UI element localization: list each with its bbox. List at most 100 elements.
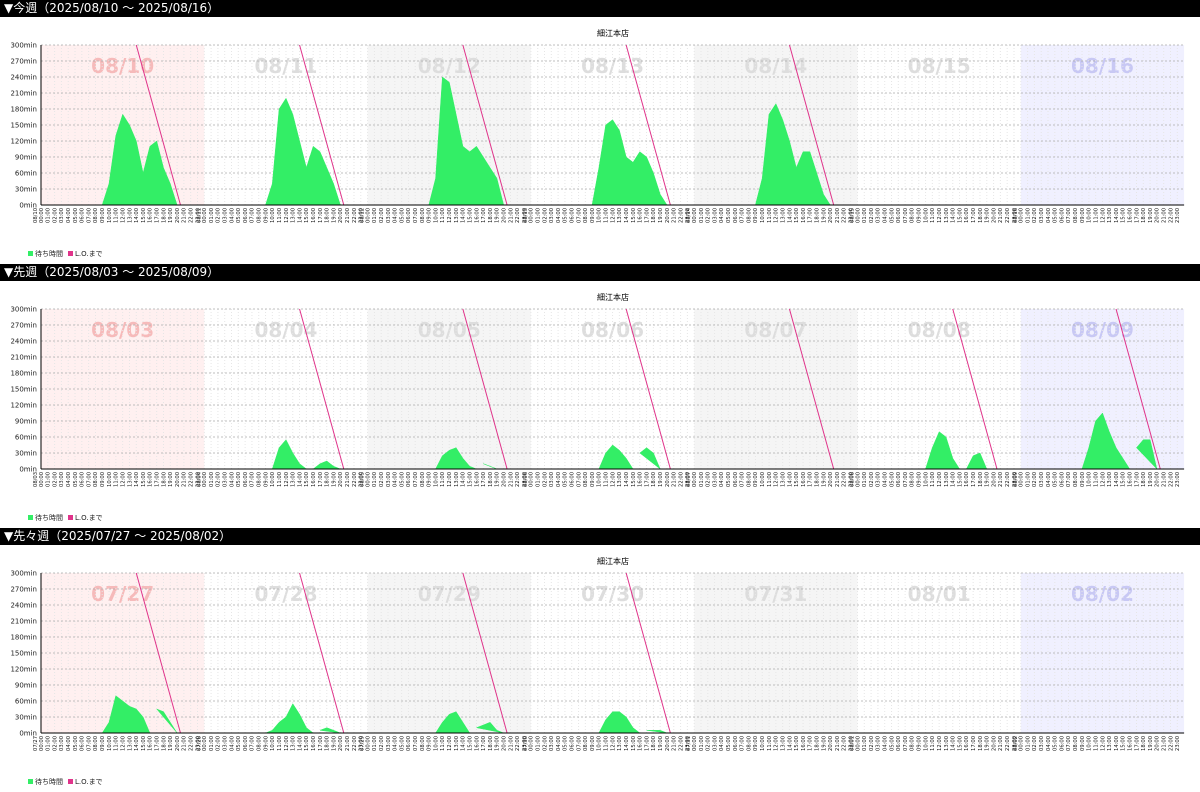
x-tick-label: 12:00 xyxy=(284,208,290,223)
x-tick-label: 19:00 xyxy=(985,208,991,223)
x-tick-label: 20:00 xyxy=(175,472,181,487)
x-tick-label: 16:00 xyxy=(1128,736,1134,751)
x-tick-label: 23:00 xyxy=(685,472,691,487)
x-tick-label: 22:00 xyxy=(1168,472,1174,487)
x-tick-label: 12:00 xyxy=(447,472,453,487)
x-tick-label: 06:00 xyxy=(733,208,739,223)
x-tick-label: 03:00 xyxy=(1039,472,1045,487)
x-tick-label: 05:00 xyxy=(399,208,405,223)
x-tick-label: 14:00 xyxy=(787,472,793,487)
x-tick-label: 13:00 xyxy=(127,736,133,751)
x-tick-label: 11:00 xyxy=(114,472,120,487)
x-tick-label: 00:00 xyxy=(529,208,535,223)
x-tick-label: 04:00 xyxy=(719,208,725,223)
x-tick-label: 04:00 xyxy=(1046,472,1052,487)
x-tick-label: 17:00 xyxy=(318,736,324,751)
y-tick-label: 240min xyxy=(10,74,37,82)
x-tick-label: 18:00 xyxy=(325,208,331,223)
x-tick-label: 23:00 xyxy=(1012,472,1018,487)
x-tick-label: 05:00 xyxy=(73,208,79,223)
x-tick-label: 06:00 xyxy=(80,472,86,487)
x-tick-label: 21:00 xyxy=(182,472,188,487)
x-tick-label: 00:00 xyxy=(202,208,208,223)
x-tick-label: 21:00 xyxy=(835,736,841,751)
x-tick-label: 02:00 xyxy=(52,472,58,487)
x-tick-label: 13:00 xyxy=(617,208,623,223)
y-tick-label: 90min xyxy=(15,418,37,426)
x-tick-label: 18:00 xyxy=(488,736,494,751)
x-tick-label: 16:00 xyxy=(148,736,154,751)
x-tick-label: 02:00 xyxy=(52,736,58,751)
lo-line xyxy=(462,572,508,734)
wait-time-area xyxy=(965,452,988,470)
x-tick-label: 10:00 xyxy=(107,736,113,751)
x-tick-label: 15:00 xyxy=(631,472,637,487)
x-tick-label: 12:00 xyxy=(121,208,127,223)
wait-time-area xyxy=(156,708,178,734)
x-date-label: 08/06 xyxy=(523,472,529,487)
x-tick-label: 09:00 xyxy=(753,208,759,223)
wait-time-area xyxy=(483,463,497,470)
x-tick-label: 20:00 xyxy=(1155,208,1161,223)
x-tick-label: 18:00 xyxy=(488,208,494,223)
y-tick-label: 210min xyxy=(10,618,37,626)
x-tick-label: 00:00 xyxy=(365,472,371,487)
x-tick-label: 15:00 xyxy=(794,736,800,751)
x-tick-label: 10:00 xyxy=(107,472,113,487)
x-tick-label: 06:00 xyxy=(243,208,249,223)
x-tick-label: 20:00 xyxy=(665,472,671,487)
x-tick-label: 08:00 xyxy=(420,736,426,751)
x-tick-label: 10:00 xyxy=(270,208,276,223)
x-tick-label: 19:00 xyxy=(658,736,664,751)
x-tick-label: 05:00 xyxy=(889,736,895,751)
x-tick-label: 22:00 xyxy=(1005,736,1011,751)
x-tick-label: 19:00 xyxy=(495,208,501,223)
x-tick-label: 14:00 xyxy=(1114,208,1120,223)
lo-line xyxy=(1115,308,1161,470)
lo-line xyxy=(788,44,835,206)
x-tick-label: 07:00 xyxy=(740,208,746,223)
x-tick-label: 20:00 xyxy=(338,472,344,487)
legend-wait-swatch xyxy=(28,515,33,520)
x-tick-label: 00:00 xyxy=(365,736,371,751)
legend-lo-label: L.O.まで xyxy=(75,250,103,258)
x-tick-label: 02:00 xyxy=(869,208,875,223)
x-tick-label: 14:00 xyxy=(951,736,957,751)
x-tick-label: 12:00 xyxy=(774,208,780,223)
x-tick-label: 17:00 xyxy=(971,208,977,223)
x-tick-label: 06:00 xyxy=(570,472,576,487)
lo-line xyxy=(625,44,671,206)
legend-lo-label: L.O.まで xyxy=(75,778,103,786)
x-tick-label: 02:00 xyxy=(542,208,548,223)
x-tick-label: 12:00 xyxy=(121,736,127,751)
x-tick-label: 15:00 xyxy=(1121,736,1127,751)
x-tick-label: 21:00 xyxy=(508,736,514,751)
week-section-two-weeks-ago: ▼先々週（2025/07/27 〜 2025/08/02） 07/27 07/28… xyxy=(0,528,1200,792)
x-tick-label: 04:00 xyxy=(719,472,725,487)
x-tick-label: 08:00 xyxy=(746,736,752,751)
x-tick-label: 11:00 xyxy=(930,208,936,223)
x-tick-label: 06:00 xyxy=(896,736,902,751)
x-tick-label: 14:00 xyxy=(951,208,957,223)
x-tick-label: 10:00 xyxy=(433,736,439,751)
x-tick-label: 07:00 xyxy=(576,208,582,223)
x-tick-label: 13:00 xyxy=(454,736,460,751)
x-tick-label: 22:00 xyxy=(189,208,195,223)
x-tick-label: 14:00 xyxy=(951,472,957,487)
x-tick-label: 14:00 xyxy=(624,736,630,751)
x-tick-label: 07:00 xyxy=(903,208,909,223)
y-tick-label: 120min xyxy=(10,402,37,410)
x-tick-label: 08:00 xyxy=(583,736,589,751)
x-tick-label: 07:00 xyxy=(576,472,582,487)
x-tick-label: 05:00 xyxy=(889,208,895,223)
y-tick-label: 270min xyxy=(10,322,37,330)
x-tick-label: 15:00 xyxy=(304,208,310,223)
x-tick-label: 13:00 xyxy=(617,736,623,751)
x-tick-label: 11:00 xyxy=(114,208,120,223)
x-tick-label: 14:00 xyxy=(624,208,630,223)
x-tick-label: 18:00 xyxy=(325,736,331,751)
x-tick-label: 23:00 xyxy=(1012,736,1018,751)
x-tick-label: 04:00 xyxy=(66,472,72,487)
x-tick-label: 18:00 xyxy=(651,472,657,487)
x-tick-label: 09:00 xyxy=(753,472,759,487)
